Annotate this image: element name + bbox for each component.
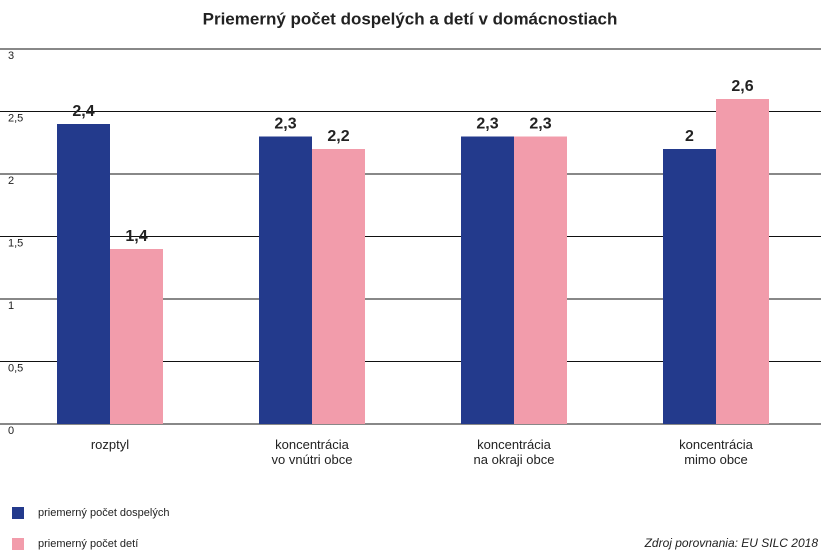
bar xyxy=(312,149,365,424)
source: Zdroj porovnania: EU SILC 2018 xyxy=(644,536,819,550)
y-tick-label: 1 xyxy=(8,300,14,312)
bar xyxy=(514,136,567,424)
legend-swatch xyxy=(12,507,24,519)
x-tick-label: koncentrácia na okraji obce xyxy=(473,437,555,467)
bar xyxy=(110,249,163,424)
data-label: 2 xyxy=(685,128,694,145)
data-label: 2,3 xyxy=(274,116,296,133)
y-tick-label: 1,5 xyxy=(8,237,23,249)
legend-label: priemerný počet dospelých xyxy=(38,507,169,519)
y-tick-label: 2 xyxy=(8,175,14,187)
chart-title: Priemerný počet dospelých a detí v domác… xyxy=(203,9,618,28)
x-tick-label: koncentrácia vo vnútri obce xyxy=(271,437,353,467)
bar xyxy=(57,124,110,424)
y-tick-label: 0 xyxy=(8,425,14,437)
bar xyxy=(461,136,514,424)
data-label: 1,4 xyxy=(125,228,147,245)
bar xyxy=(259,136,312,424)
data-label: 2,2 xyxy=(327,128,349,145)
legend-swatch xyxy=(12,538,24,550)
data-label: 2,6 xyxy=(731,78,753,95)
y-tick-label: 0,5 xyxy=(8,362,23,374)
y-tick-label: 2,5 xyxy=(8,112,23,124)
x-tick-label: koncentrácia mimo obce xyxy=(679,437,753,467)
bar xyxy=(663,149,716,424)
y-tick-label: 3 xyxy=(8,50,14,62)
data-label: 2,4 xyxy=(72,103,94,120)
legend-label: priemerný počet detí xyxy=(38,538,138,550)
bar xyxy=(716,99,769,424)
data-label: 2,3 xyxy=(476,116,498,133)
x-tick-label: rozptyl xyxy=(90,437,130,452)
data-label: 2,3 xyxy=(529,116,551,133)
